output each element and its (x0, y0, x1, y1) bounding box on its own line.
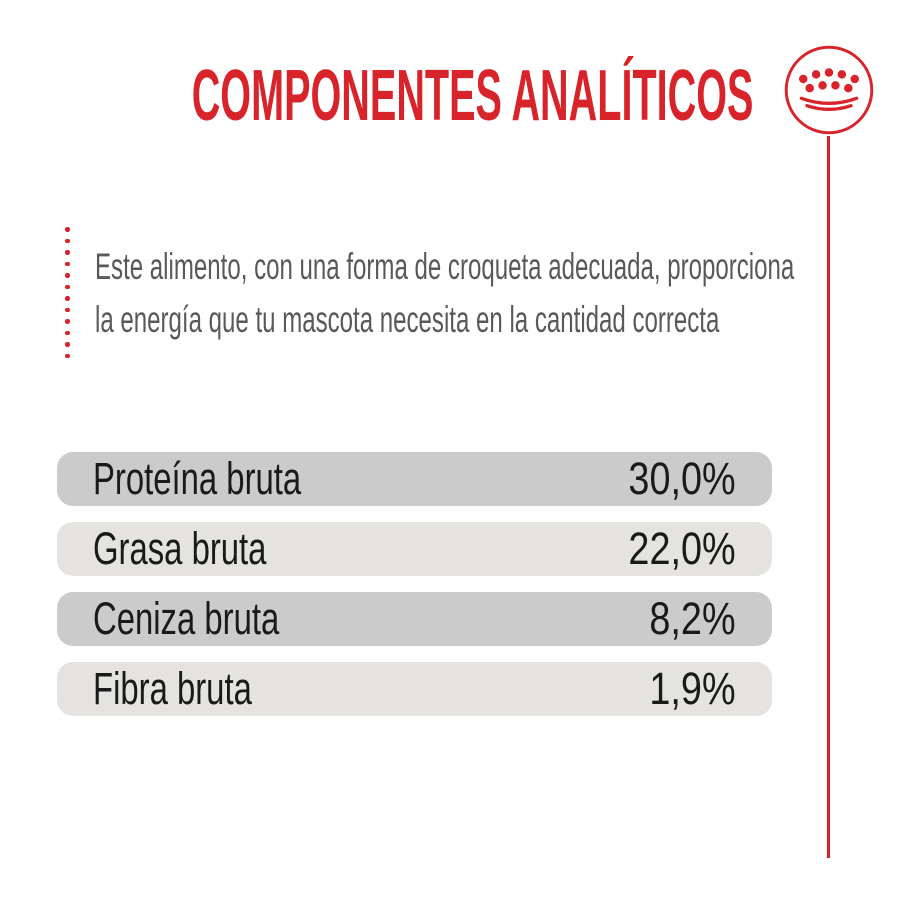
description-text: Este alimento, con una forma de croqueta… (95, 240, 794, 346)
description-line-2: la energía que tu mascota necesita en la… (95, 299, 720, 340)
dot (65, 261, 70, 266)
dot (65, 284, 70, 289)
description-line-1: Este alimento, con una forma de croqueta… (95, 246, 795, 287)
dot (65, 250, 70, 255)
dot (65, 330, 70, 335)
row-value: 22,0% (628, 523, 736, 574)
dot (65, 273, 70, 278)
row-label: Proteína bruta (93, 453, 302, 504)
table-row: Fibra bruta 1,9% (57, 662, 772, 716)
page-title: COMPONENTES ANALÍTICOS (191, 56, 754, 136)
dot (65, 342, 70, 347)
row-label: Grasa bruta (93, 523, 267, 574)
table-row: Grasa bruta 22,0% (57, 522, 772, 576)
analytical-components-table: Proteína bruta 30,0% Grasa bruta 22,0% C… (57, 452, 772, 732)
dot (65, 227, 70, 232)
row-label: Fibra bruta (93, 663, 252, 714)
row-value: 30,0% (628, 453, 736, 504)
table-row: Proteína bruta 30,0% (57, 452, 772, 506)
dot (65, 319, 70, 324)
dot (65, 307, 70, 312)
row-value: 8,2% (649, 593, 736, 644)
row-value: 1,9% (649, 663, 736, 714)
dot (65, 353, 70, 358)
dotted-accent-line (65, 227, 70, 358)
row-label: Ceniza bruta (93, 593, 280, 644)
vertical-divider-line (827, 136, 830, 858)
dot (65, 296, 70, 301)
table-row: Ceniza bruta 8,2% (57, 592, 772, 646)
dot (65, 238, 70, 243)
brand-logo-badge (783, 44, 875, 136)
crown-icon (784, 45, 874, 135)
